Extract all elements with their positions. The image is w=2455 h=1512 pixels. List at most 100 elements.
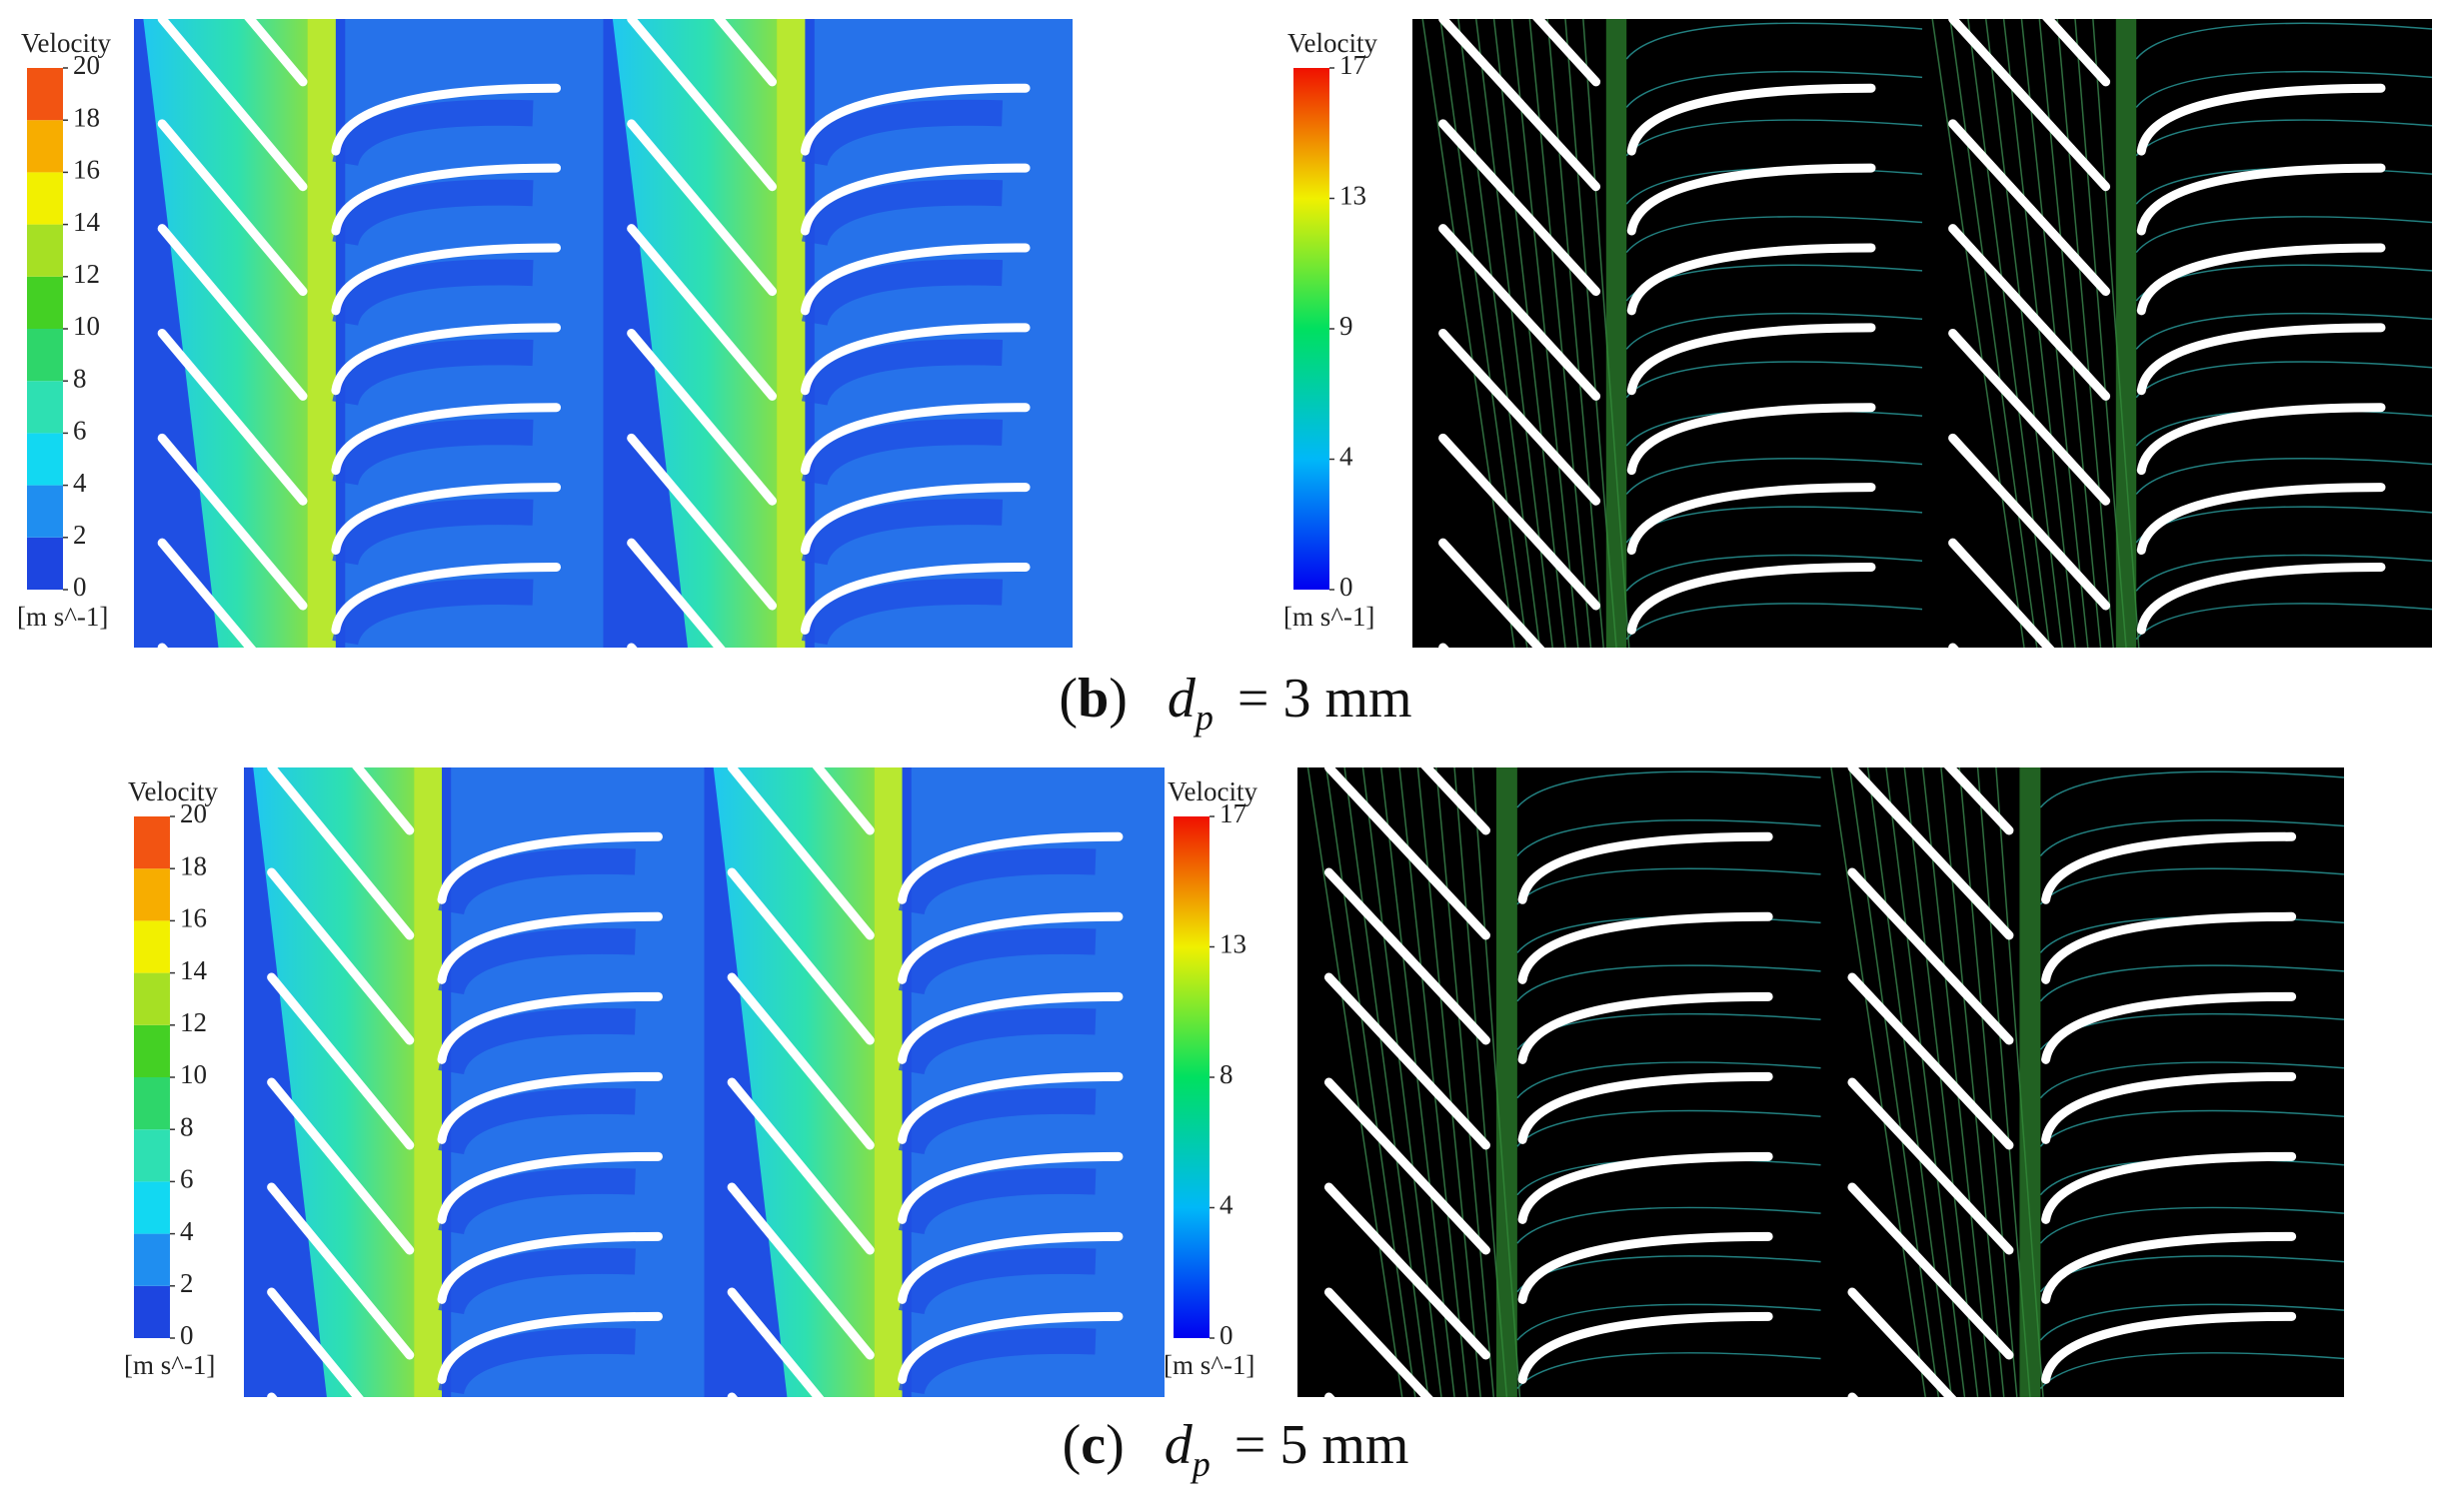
blade — [437, 911, 663, 984]
blade — [2136, 562, 2386, 635]
color-band — [27, 433, 63, 486]
legend-unit: [m s^-1] — [1283, 602, 1374, 632]
blade — [898, 1231, 1124, 1304]
color-band — [134, 1233, 170, 1286]
tick-label: 8 — [73, 363, 87, 393]
tick-label: 0 — [1339, 572, 1353, 602]
blade — [627, 329, 778, 506]
color-legend: Velocity [m s^-1]0 2 4 6 8 10 12 14 16 18 20 — [124, 776, 218, 1380]
tick-label: 6 — [180, 1164, 194, 1194]
blade — [727, 867, 875, 1045]
color-band — [134, 1285, 170, 1338]
streamline — [2135, 70, 2432, 108]
blade — [812, 767, 875, 835]
streamline — [2002, 19, 2076, 648]
flow-zone — [253, 767, 438, 1397]
contour-image — [244, 767, 1165, 1397]
flow-band — [438, 1167, 636, 1236]
tick-label: 8 — [1220, 1059, 1233, 1089]
flow-column — [1605, 19, 1627, 648]
color-legend: Velocity [m s^-1]0 4 8 13 17 — [1164, 776, 1257, 1380]
flow-column — [307, 19, 336, 648]
streamline — [1380, 767, 1455, 1397]
blade — [437, 1151, 663, 1224]
tick-label: 16 — [180, 903, 207, 933]
blade — [1626, 83, 1876, 156]
streamline — [1931, 19, 2025, 648]
blade — [898, 1071, 1124, 1144]
blade — [437, 1311, 663, 1384]
tick-label: 0 — [73, 572, 87, 602]
blade — [2136, 83, 2386, 156]
streamline — [2135, 603, 2432, 641]
streamline — [1516, 1109, 1821, 1147]
blade — [800, 562, 1031, 635]
contour-image — [134, 19, 1073, 648]
streamline — [2039, 1061, 2344, 1099]
streamline — [2135, 22, 2432, 60]
streamline — [2039, 1352, 2344, 1390]
blade — [627, 119, 778, 297]
color-band — [27, 120, 63, 173]
blade — [267, 767, 415, 940]
streamline — [1625, 22, 1923, 60]
blade — [727, 1287, 825, 1397]
streamline — [1516, 1061, 1821, 1099]
color-bar — [1174, 816, 1210, 1338]
blade — [898, 911, 1124, 984]
blade — [627, 19, 778, 192]
flow-band — [801, 499, 1004, 567]
blade — [267, 972, 415, 1150]
caption-subscript: p — [1193, 698, 1214, 738]
caption: (b) dp = 3 mm — [1059, 668, 1411, 738]
streamline — [2039, 1206, 2344, 1244]
blade — [331, 403, 562, 476]
streamline — [1516, 1206, 1821, 1244]
flow-band — [898, 847, 1097, 916]
color-band — [27, 485, 63, 538]
blade — [1517, 991, 1773, 1064]
color-band — [134, 1077, 170, 1130]
streamline — [1967, 19, 2051, 648]
tick-label: 0 — [180, 1320, 194, 1350]
flow-band — [332, 419, 534, 487]
flow-band — [438, 1007, 636, 1076]
flow-band — [801, 579, 1004, 647]
streamline — [1306, 767, 1403, 1397]
blade — [800, 403, 1031, 476]
caption-text: = 3 mm — [1237, 668, 1412, 730]
blade — [244, 19, 308, 87]
blade — [1438, 538, 1545, 648]
streamline — [2039, 964, 2344, 1002]
blade — [1323, 867, 1490, 1045]
blade — [2136, 323, 2386, 396]
flow-band — [801, 259, 1004, 327]
streamline — [1516, 819, 1821, 856]
blade — [437, 991, 663, 1064]
flow-column — [1495, 767, 1517, 1397]
streamline — [2039, 819, 2344, 856]
blade — [800, 483, 1031, 556]
blade — [1626, 403, 1876, 476]
flow-band — [332, 499, 534, 567]
blade — [2041, 831, 2297, 904]
blade — [627, 224, 778, 401]
tick-label: 9 — [1339, 311, 1353, 341]
caption-symbol: d — [1168, 668, 1197, 730]
streamline — [2039, 1303, 2344, 1341]
blade — [2041, 991, 2297, 1064]
tick-label: 4 — [1220, 1190, 1233, 1220]
streamline — [1343, 767, 1429, 1397]
blade — [267, 1287, 364, 1397]
blade — [800, 323, 1031, 396]
blade — [1847, 972, 2014, 1150]
streamline — [2040, 1401, 2344, 1437]
flow-zone — [143, 19, 332, 648]
tick-label: 20 — [73, 50, 100, 80]
streamline — [2136, 652, 2432, 688]
streamline — [1625, 312, 1923, 350]
tick-label: 12 — [180, 1007, 207, 1037]
blade — [352, 767, 415, 835]
streamline — [2135, 119, 2432, 157]
